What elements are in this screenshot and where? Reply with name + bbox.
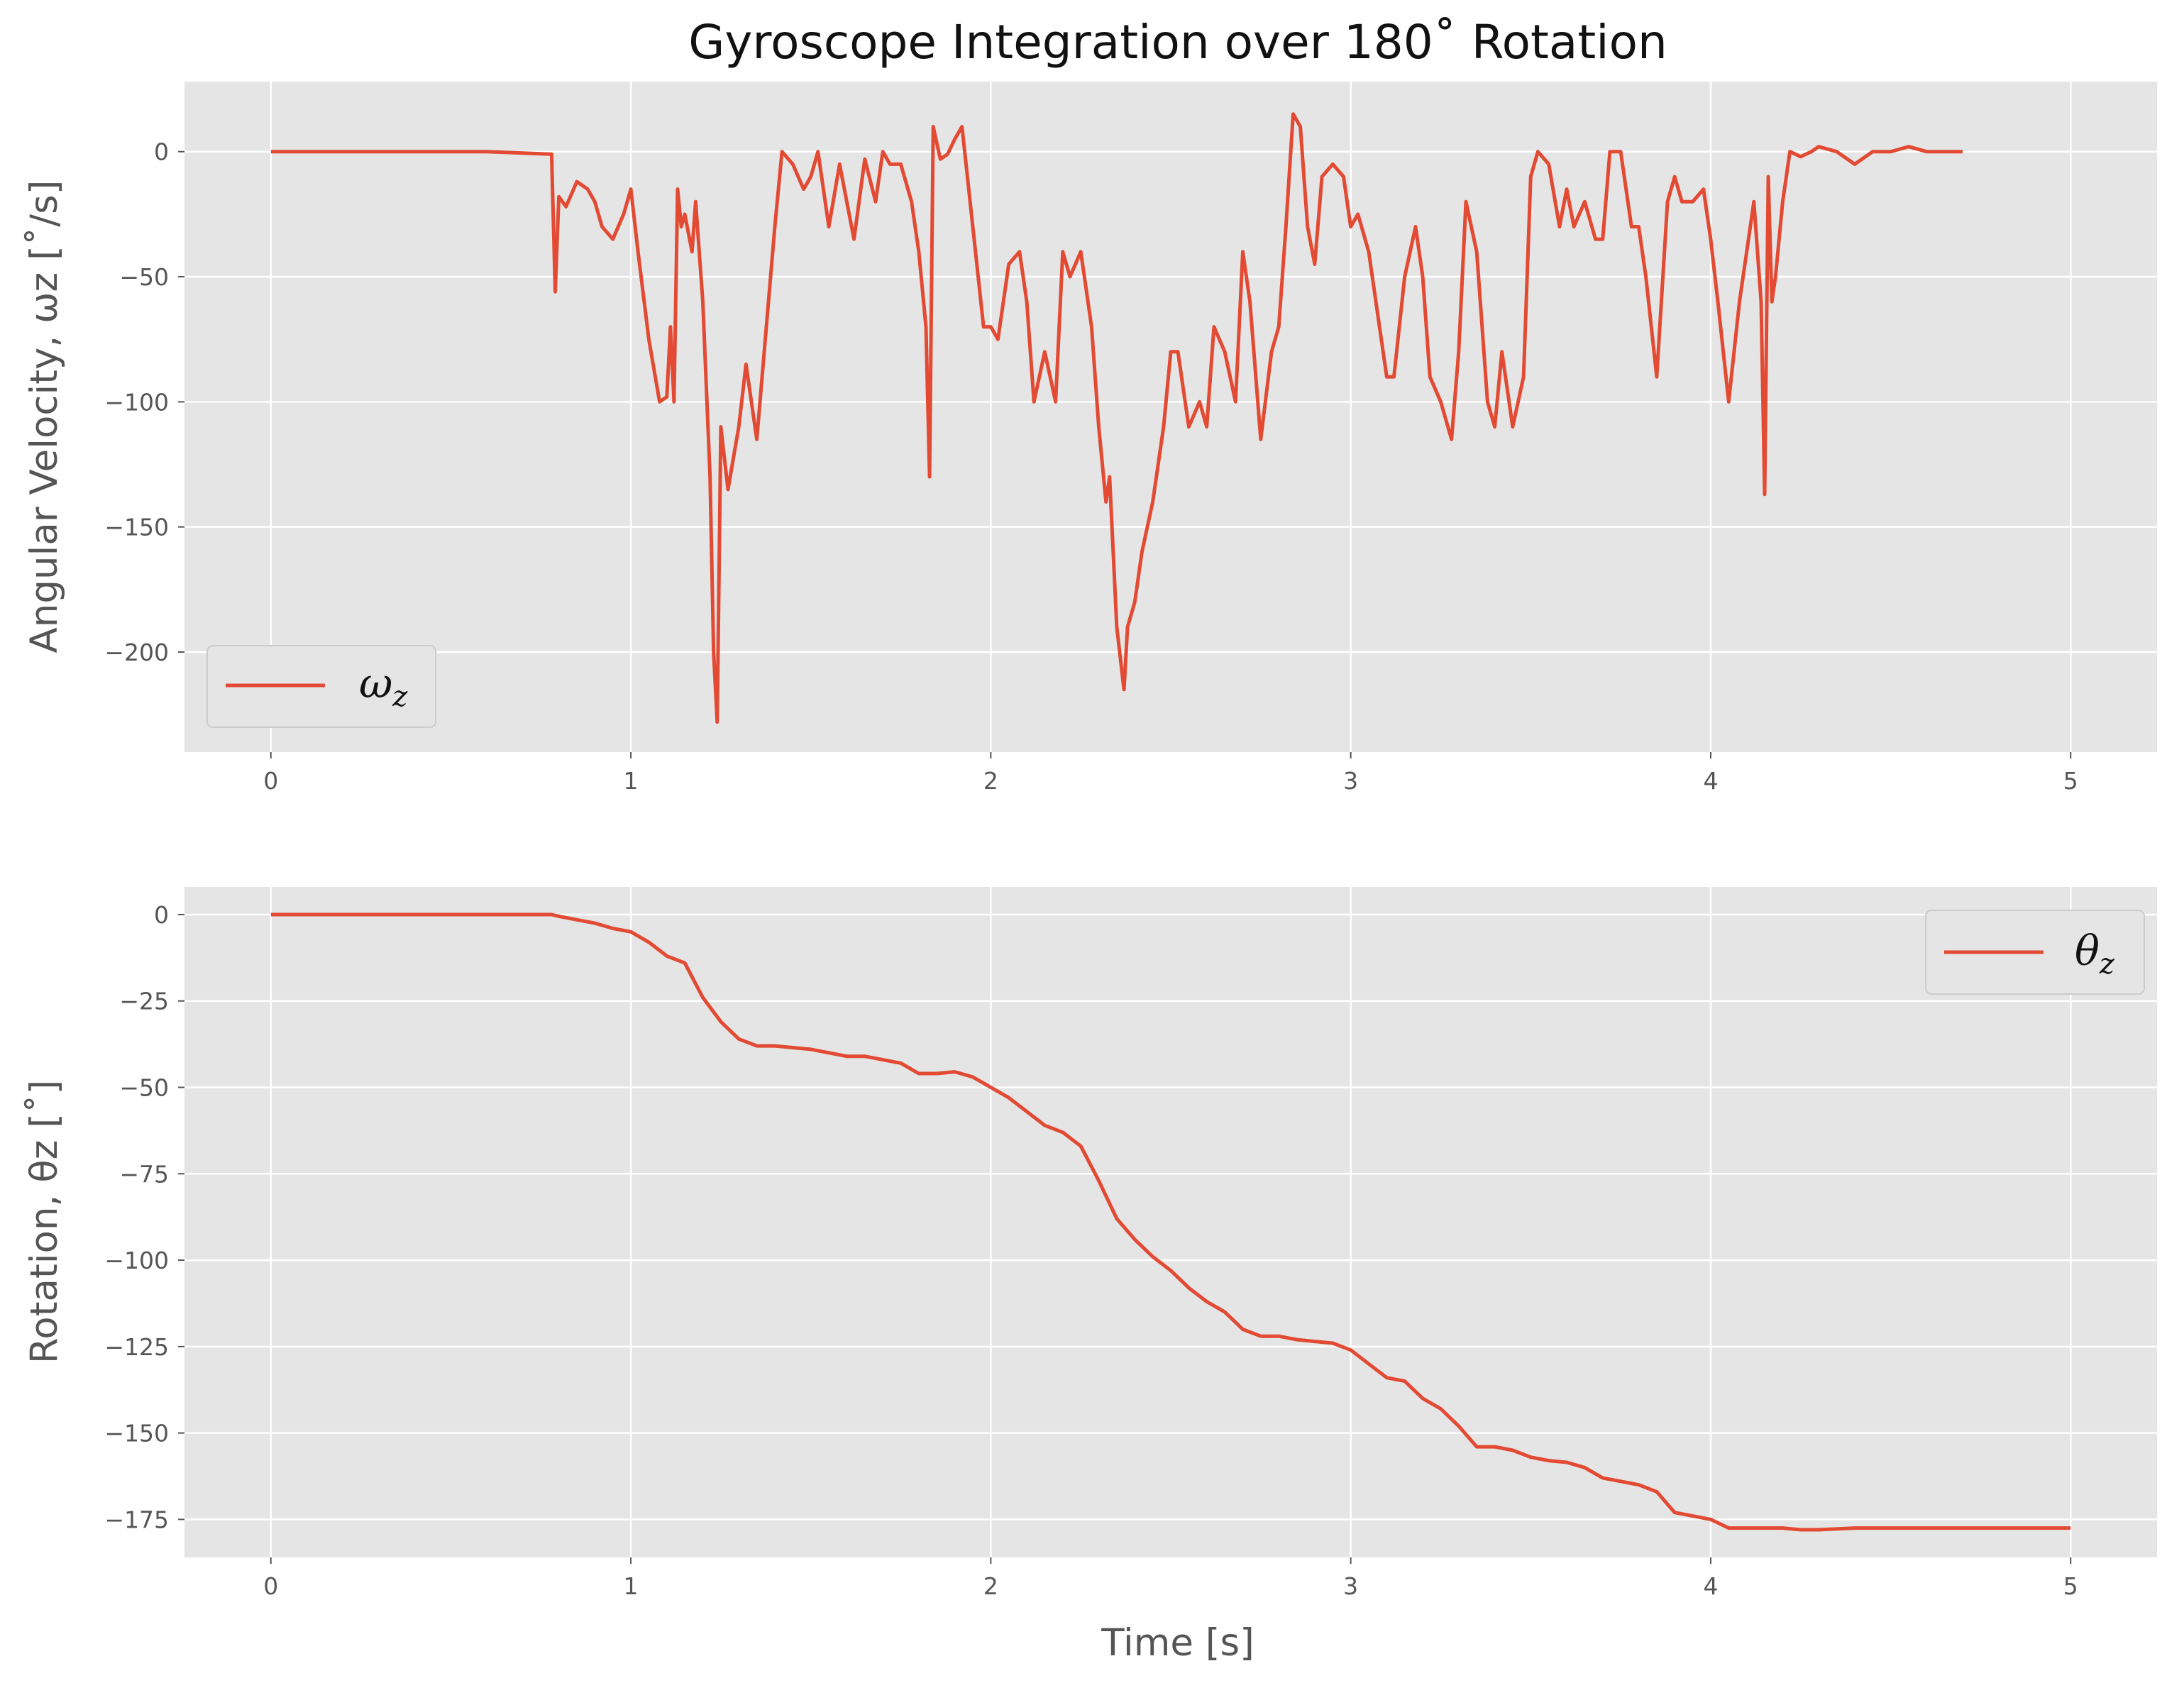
x-tick-label: 3 xyxy=(1343,767,1358,795)
x-ticks-rotation: 0 1 2 3 4 5 xyxy=(263,1557,2078,1600)
x-tick-label: 4 xyxy=(1703,767,1718,795)
x-axis-label-time: Time [s] xyxy=(1101,1621,1254,1665)
legend-angular-velocity: ωz xyxy=(206,645,436,728)
x-tick-label: 0 xyxy=(263,767,278,795)
y-tick-label: −50 xyxy=(119,1074,169,1102)
x-tick-label: 2 xyxy=(983,1572,998,1600)
x-tick-label: 1 xyxy=(624,767,639,795)
plot-area-angular-velocity xyxy=(184,82,2157,752)
legend-label-theta-z: θz xyxy=(2075,927,2115,981)
x-tick-label: 5 xyxy=(2063,767,2078,795)
omega-z-line xyxy=(270,112,1963,724)
theta-z-line xyxy=(270,912,2071,1532)
y-tick-label: −100 xyxy=(104,388,169,416)
x-tick-label: 3 xyxy=(1343,1572,1358,1600)
x-ticks-angular-velocity: 0 1 2 3 4 5 xyxy=(263,752,2078,795)
angular-velocity-subplot: 0 −50 −100 −150 −200 0 1 2 3 4 5 Angular Velocity… xyxy=(23,82,2157,795)
y-tick-label: −100 xyxy=(104,1247,169,1274)
y-tick-label: −50 xyxy=(119,263,169,291)
y-tick-label: −150 xyxy=(104,1420,169,1447)
plot-area-rotation xyxy=(184,887,2157,1557)
y-tick-label: −125 xyxy=(104,1333,169,1361)
grid-angular-velocity xyxy=(184,82,2157,752)
y-tick-label: −75 xyxy=(119,1160,169,1188)
y-tick-label: 0 xyxy=(154,901,169,929)
y-tick-label: −175 xyxy=(104,1506,169,1533)
y-tick-label: 0 xyxy=(154,138,169,166)
y-tick-label: −25 xyxy=(119,988,169,1015)
y-ticks-angular-velocity: 0 −50 −100 −150 −200 xyxy=(104,138,184,666)
grid-rotation xyxy=(184,887,2157,1557)
y-axis-label-angular-velocity: Angular Velocity, ωz [˚/s] xyxy=(23,180,66,653)
legend-rotation: θz xyxy=(1925,910,2145,995)
legend-label-omega-z: ωz xyxy=(359,659,408,713)
x-tick-label: 2 xyxy=(983,767,998,795)
y-ticks-rotation: 0 −25 −50 −75 −100 −125 −150 −175 xyxy=(104,901,184,1533)
chart-title: Gyroscope Integration over 180˚ Rotation xyxy=(688,15,1667,70)
y-axis-label-rotation: Rotation, θz [˚] xyxy=(23,1080,66,1364)
x-tick-label: 1 xyxy=(624,1572,639,1600)
x-tick-label: 5 xyxy=(2063,1572,2078,1600)
y-tick-label: −150 xyxy=(104,514,169,541)
x-tick-label: 0 xyxy=(263,1572,278,1600)
rotation-subplot: 0 −25 −50 −75 −100 −125 −150 −175 0 1 2 3 4 5 Rotati… xyxy=(23,887,2157,1665)
y-tick-label: −200 xyxy=(104,639,169,666)
x-tick-label: 4 xyxy=(1703,1572,1718,1600)
